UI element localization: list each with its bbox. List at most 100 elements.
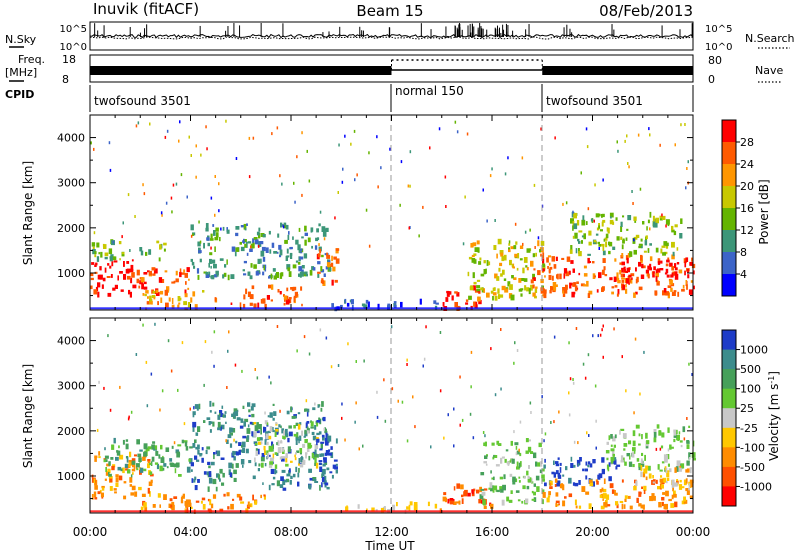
heatmap-cell	[566, 256, 571, 262]
heatmap-cell	[308, 484, 311, 489]
heatmap-cell	[644, 240, 648, 246]
heatmap-cell	[581, 235, 584, 238]
heatmap-cell	[108, 248, 113, 255]
heatmap-speck	[519, 420, 522, 424]
heatmap-cell	[614, 285, 618, 288]
heatmap-cell	[160, 457, 165, 463]
nsky-label: N.Sky	[5, 33, 37, 46]
heatmap-cell	[266, 456, 268, 460]
heatmap-speck	[550, 421, 552, 424]
heatmap-cell	[324, 461, 328, 465]
heatmap-cell	[285, 428, 288, 435]
heatmap-speck	[225, 119, 227, 123]
heatmap-cell	[537, 240, 540, 247]
heatmap-speck	[338, 143, 340, 147]
heatmap-cell	[680, 463, 685, 469]
heatmap-speck	[484, 434, 486, 438]
heatmap-cell	[638, 261, 642, 267]
heatmap-cell	[453, 499, 455, 502]
heatmap-cell	[314, 481, 319, 483]
heatmap-cell	[649, 211, 652, 218]
heatmap-cell	[648, 473, 652, 479]
heatmap-cell	[293, 295, 297, 299]
heatmap-cell	[671, 272, 674, 278]
heatmap-cell	[572, 221, 575, 226]
heatmap-cell	[104, 256, 108, 260]
heatmap-cell	[272, 268, 276, 272]
heatmap-cell	[565, 271, 570, 277]
heatmap-speck	[301, 193, 303, 197]
heatmap-cell	[500, 488, 504, 493]
heatmap-cell	[673, 230, 677, 236]
heatmap-cell	[319, 462, 322, 465]
colorbar-tick-label: 16	[740, 202, 754, 215]
heatmap-cell	[315, 237, 319, 242]
heatmap-cell	[516, 450, 520, 455]
heatmap-cell	[103, 459, 106, 463]
heatmap-cell	[610, 216, 612, 219]
heatmap-cell	[553, 472, 556, 478]
heatmap-speck	[171, 210, 173, 214]
heatmap-cell	[301, 303, 303, 307]
heatmap-cell	[184, 293, 188, 298]
heatmap-cell	[262, 234, 266, 238]
heatmap-cell	[638, 286, 643, 291]
heatmap-speck	[649, 227, 651, 231]
heatmap-cell	[657, 258, 661, 264]
heatmap-cell	[130, 474, 133, 478]
heatmap-cell	[110, 274, 113, 278]
heatmap-cell	[525, 450, 529, 454]
heatmap-cell	[208, 471, 212, 477]
heatmap-cell	[514, 253, 518, 258]
heatmap-cell	[642, 472, 646, 478]
heatmap-cell	[184, 500, 187, 506]
heatmap-cell	[472, 272, 475, 279]
heatmap-cell	[151, 295, 156, 299]
heatmap-cell	[329, 452, 333, 456]
heatmap-cell	[311, 245, 313, 249]
heatmap-cell	[254, 239, 259, 245]
heatmap-cell	[120, 289, 124, 292]
heatmap-cell	[308, 445, 313, 448]
heatmap-cell	[615, 501, 619, 506]
heatmap-cell	[605, 494, 610, 500]
heatmap-cell	[286, 248, 289, 254]
heatmap-cell	[472, 285, 476, 291]
heatmap-cell	[565, 284, 568, 290]
heatmap-cell	[665, 291, 670, 296]
heatmap-speck	[107, 334, 109, 338]
freq-bands	[90, 59, 693, 75]
heatmap-cell	[193, 265, 196, 269]
heatmap-cell	[114, 284, 118, 289]
heatmap-cell	[95, 262, 98, 266]
heatmap-speck	[172, 183, 175, 187]
heatmap-cell	[497, 288, 500, 294]
heatmap-cell	[152, 504, 156, 508]
heatmap-cell	[316, 420, 321, 423]
heatmap-cell	[585, 491, 590, 495]
heatmap-cell	[643, 250, 647, 253]
heatmap-cell	[226, 229, 230, 234]
heatmap-cell	[427, 501, 430, 507]
colorbar-tick-label: 100	[740, 383, 761, 396]
heatmap-cell	[616, 272, 619, 279]
heatmap-cell	[499, 250, 504, 255]
heatmap-speck	[376, 415, 379, 419]
heatmap-cell	[601, 287, 604, 292]
heatmap-cell	[159, 290, 164, 295]
heatmap-cell	[307, 237, 311, 243]
heatmap-cell	[673, 271, 676, 276]
heatmap-cell	[601, 487, 604, 492]
heatmap-cell	[257, 258, 261, 264]
heatmap-cell	[209, 258, 212, 264]
heatmap-cell	[136, 278, 140, 284]
heatmap-cell	[258, 232, 261, 239]
heatmap-cell	[659, 215, 662, 219]
heatmap-speck	[602, 324, 604, 328]
heatmap-cell	[114, 491, 117, 494]
heatmap-cell	[251, 413, 255, 418]
heatmap-cell	[646, 272, 649, 277]
heatmap-cell	[131, 468, 136, 472]
heatmap-speck	[344, 438, 346, 442]
power-ylabel: Slant Range [km]	[21, 161, 35, 265]
